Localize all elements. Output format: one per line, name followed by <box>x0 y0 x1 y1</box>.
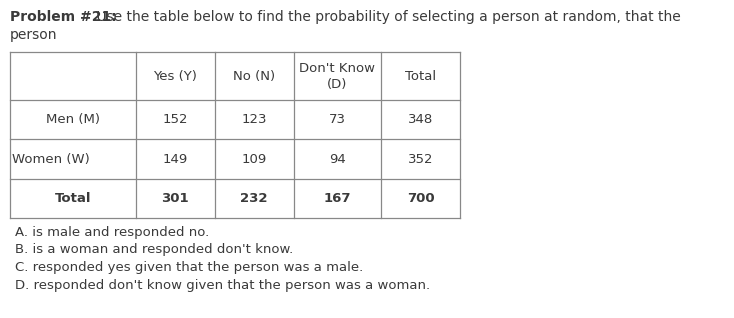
Text: 94: 94 <box>329 153 346 166</box>
Text: 232: 232 <box>240 192 268 205</box>
Text: B. is a woman and responded don't know.: B. is a woman and responded don't know. <box>15 244 294 257</box>
Text: 123: 123 <box>241 113 267 126</box>
Text: No (N): No (N) <box>233 70 275 83</box>
Text: Don't Know
(D): Don't Know (D) <box>299 62 375 91</box>
Text: Problem #21:: Problem #21: <box>10 10 117 24</box>
Text: Total: Total <box>55 192 91 205</box>
Text: 109: 109 <box>241 153 266 166</box>
Text: Use the table below to find the probability of selecting a person at random, tha: Use the table below to find the probabil… <box>92 10 681 24</box>
Text: person: person <box>10 28 57 42</box>
Text: Yes (Y): Yes (Y) <box>153 70 197 83</box>
Text: 301: 301 <box>161 192 189 205</box>
Text: 700: 700 <box>407 192 435 205</box>
Text: 73: 73 <box>329 113 346 126</box>
Text: 152: 152 <box>163 113 188 126</box>
Text: Women (W): Women (W) <box>12 153 90 166</box>
Text: 348: 348 <box>408 113 433 126</box>
Text: Men (M): Men (M) <box>46 113 100 126</box>
Text: C. responded yes given that the person was a male.: C. responded yes given that the person w… <box>15 261 363 274</box>
Text: 167: 167 <box>324 192 351 205</box>
Text: 352: 352 <box>408 153 433 166</box>
Text: Total: Total <box>405 70 436 83</box>
Text: 149: 149 <box>163 153 188 166</box>
Text: D. responded don't know given that the person was a woman.: D. responded don't know given that the p… <box>15 279 430 292</box>
Text: A. is male and responded no.: A. is male and responded no. <box>15 226 209 239</box>
